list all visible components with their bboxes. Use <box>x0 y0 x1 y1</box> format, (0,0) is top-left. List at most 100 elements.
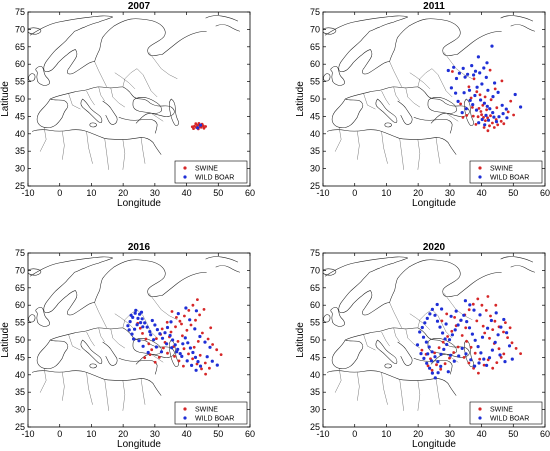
wild-boar-point <box>134 308 138 312</box>
x-tick-label: 0 <box>57 188 62 198</box>
x-tick-label: 40 <box>182 188 192 198</box>
y-axis-label: Latitude <box>0 322 11 358</box>
swine-point <box>208 366 211 370</box>
swine-point <box>481 103 485 107</box>
wild-boar-point <box>462 313 466 317</box>
wild-boar-point <box>474 108 479 112</box>
wild-boar-point <box>135 323 139 327</box>
legend-entry: WILD BOAR <box>195 175 234 182</box>
swine-point <box>483 331 487 335</box>
x-axis-label: Longitude <box>117 198 161 209</box>
panel-title: 2011 <box>423 1 445 12</box>
wild-boar-point <box>198 334 202 339</box>
y-tick-label: 25 <box>15 422 25 432</box>
wild-boar-point <box>132 337 136 341</box>
wild-boar-point <box>442 347 446 351</box>
swine-point <box>143 356 147 360</box>
swine-point <box>475 90 479 94</box>
swine-point <box>138 326 142 330</box>
y-tick-label: 75 <box>15 7 25 17</box>
x-tick-label: 30 <box>445 429 455 439</box>
wild-boar-point <box>472 308 476 312</box>
swine-point <box>476 297 480 301</box>
x-tick-label: 20 <box>413 429 423 439</box>
wild-boar-point <box>439 352 443 356</box>
wild-boar-point <box>184 306 188 310</box>
swine-point <box>499 119 503 123</box>
wild-boar-point <box>150 318 154 323</box>
wild-boar-point <box>468 303 472 307</box>
swine-point <box>202 308 206 311</box>
swine-point <box>494 303 498 307</box>
swine-point <box>488 68 492 72</box>
y-tick-label: 60 <box>310 300 320 310</box>
wild-boar-point <box>482 357 486 361</box>
y-tick-label: 75 <box>310 248 320 258</box>
wild-boar-point <box>159 350 164 354</box>
swine-point <box>475 319 479 323</box>
wild-boar-point <box>482 66 486 70</box>
x-tick-label: 60 <box>245 188 255 198</box>
wild-boar-point <box>485 61 489 65</box>
swine-point <box>169 330 173 334</box>
map-panel-2016: 2016 -10 0 10 20 30 40 50 60 25 30 35 40 45 50 55 60 65 70… <box>0 242 255 450</box>
swine-point <box>181 334 184 338</box>
swine-point <box>514 347 518 350</box>
swine-point <box>155 337 158 340</box>
wild-boar-point <box>137 339 141 343</box>
x-tick-label: 40 <box>182 429 192 439</box>
wild-boar-point <box>465 320 469 324</box>
swine-point <box>187 309 191 312</box>
wild-boar-point <box>470 332 474 336</box>
wild-boar-point <box>464 352 468 356</box>
wild-boar-point <box>205 355 209 359</box>
wild-boar-point <box>140 317 144 321</box>
y-tick-label: 50 <box>15 335 25 345</box>
wild-boar-point <box>453 328 457 332</box>
swine-point <box>460 334 464 337</box>
wild-boar-point <box>456 99 460 103</box>
swine-point <box>170 310 174 313</box>
wild-boar-point <box>467 326 472 330</box>
wild-boar-point <box>466 72 470 76</box>
y-tick-label: 40 <box>310 129 320 139</box>
legend: SWINE WILD BOAR <box>174 160 248 184</box>
wild-boar-point <box>215 363 219 367</box>
wild-boar-point <box>423 321 427 325</box>
legend-marker <box>478 416 482 420</box>
wild-boar-point <box>450 333 454 337</box>
swine-point <box>493 87 497 91</box>
wild-boar-point <box>486 118 491 122</box>
legend-entry: WILD BOAR <box>195 416 234 423</box>
x-tick-label: 50 <box>213 429 223 439</box>
swine-point <box>453 316 456 319</box>
wild-boar-point <box>452 65 456 69</box>
wild-boar-point <box>133 327 137 331</box>
wild-boar-point <box>498 353 502 357</box>
wild-boar-point <box>193 327 197 331</box>
wild-boar-point <box>435 319 440 323</box>
wild-boar-point <box>141 325 145 329</box>
swine-point <box>191 303 195 307</box>
swine-point <box>495 361 499 364</box>
y-tick-label: 30 <box>310 164 320 174</box>
wild-boar-point <box>440 307 444 311</box>
wild-boar-point <box>126 324 130 328</box>
wild-boar-point <box>155 328 159 332</box>
legend-entry: SWINE <box>195 407 218 414</box>
swine-point <box>471 114 475 118</box>
wild-boar-point <box>467 88 472 92</box>
wild-boar-point <box>133 311 137 315</box>
swine-point <box>185 328 189 332</box>
panel-title: 2016 <box>128 242 151 253</box>
swine-point <box>478 93 482 97</box>
swine-point <box>477 107 481 110</box>
wild-boar-point <box>485 363 489 367</box>
wild-boar-point <box>130 332 134 336</box>
wild-boar-point <box>473 338 477 342</box>
x-tick-label: 30 <box>445 188 455 198</box>
swine-point <box>192 127 195 130</box>
wild-boar-point <box>490 348 494 352</box>
swine-point <box>495 106 499 110</box>
wild-boar-point <box>198 364 203 368</box>
